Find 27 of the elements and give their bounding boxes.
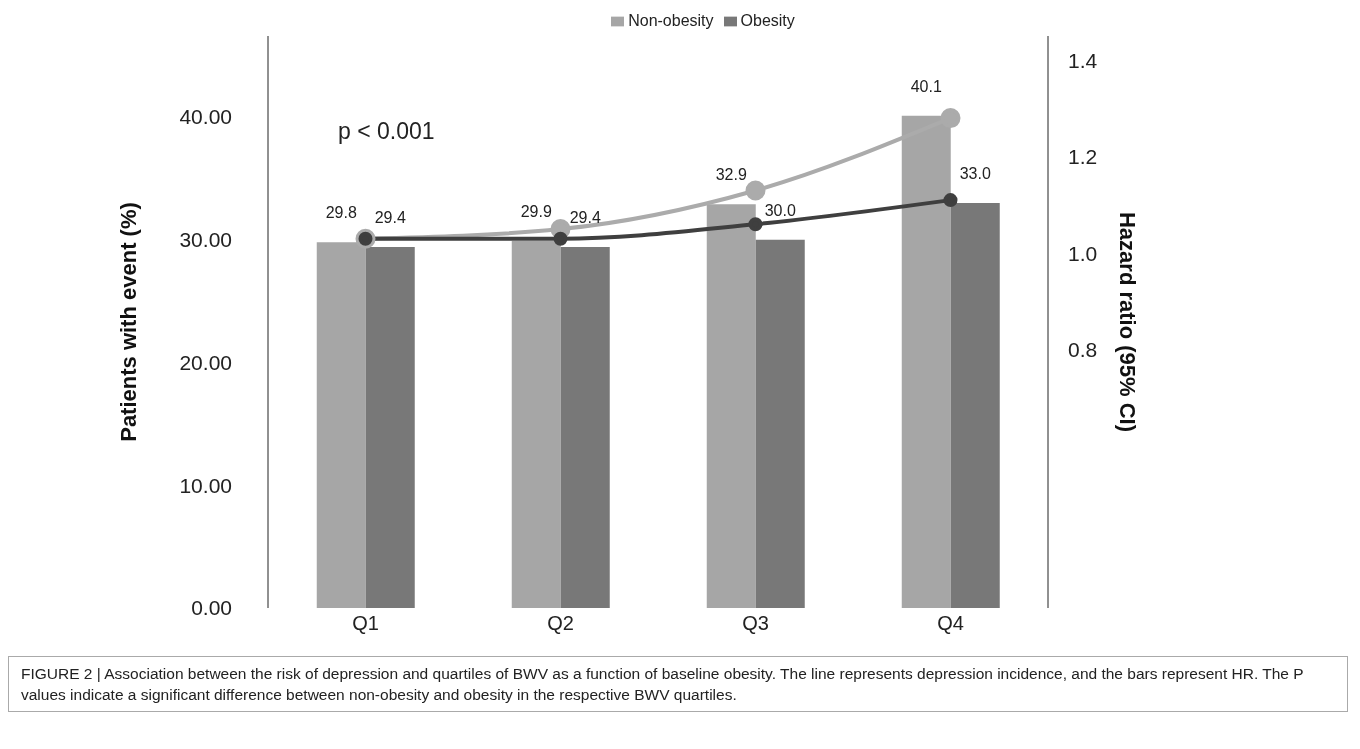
y-axis-title: Patients with event (%) xyxy=(115,202,141,442)
data-label: 40.1 xyxy=(910,77,942,95)
data-label: 33.0 xyxy=(959,164,991,182)
y2-tick-label: 0.8 xyxy=(1068,338,1098,362)
y2-tick-label: 1.0 xyxy=(1068,241,1098,265)
y-tick-label: 40.00 xyxy=(179,105,232,129)
caption: FIGURE 2 | Association between the risk of depression and quartiles of BWV as a function of baseline obesity. The line represents depression incidence, and the bars represent HR. The P values indicate a significant difference between non-obesity and obesity in the respective BWV quartiles. xyxy=(8,656,1348,712)
data-label: 29.8 xyxy=(325,204,357,222)
y2-tick-label: 1.2 xyxy=(1068,145,1098,169)
x-tick-label: Q2 xyxy=(547,612,574,635)
y-tick-label: 30.00 xyxy=(179,228,232,252)
data-label: 32.9 xyxy=(715,166,747,184)
legend-label: Non-obesity xyxy=(628,12,714,29)
y-tick-label: 0.00 xyxy=(191,596,232,620)
y2-axis-title: Hazard ratio (95% CI) xyxy=(1115,211,1141,433)
legend-label: Obesity xyxy=(740,12,795,29)
x-tick-label: Q1 xyxy=(352,612,379,635)
annotation: p < 0.001 xyxy=(338,118,435,145)
y-tick-label: 10.00 xyxy=(179,473,232,497)
data-label: 29.4 xyxy=(374,209,406,227)
x-tick-label: Q3 xyxy=(742,612,769,635)
data-label: 30.0 xyxy=(764,201,796,219)
y2-tick-label: 1.4 xyxy=(1068,48,1098,72)
x-tick-label: Q4 xyxy=(937,612,964,635)
data-label: 29.9 xyxy=(520,202,552,220)
data-label: 29.4 xyxy=(569,209,601,227)
y-tick-label: 20.00 xyxy=(179,350,232,374)
